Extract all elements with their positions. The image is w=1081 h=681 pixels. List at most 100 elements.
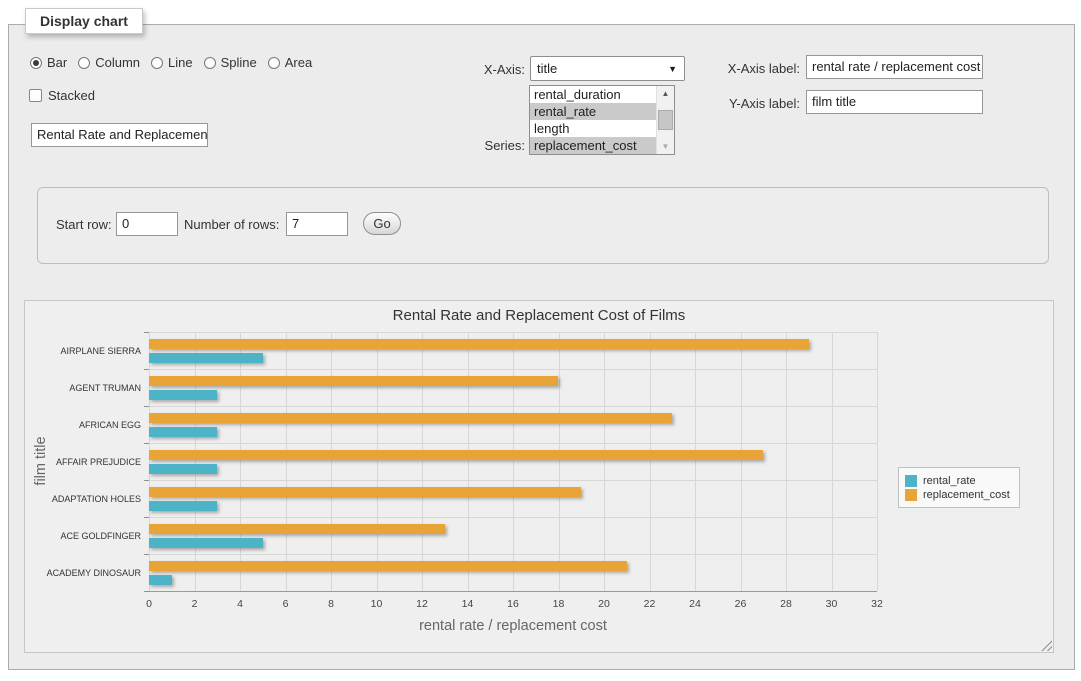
gridline-vertical [195,332,196,591]
x-tick-label: 16 [493,598,533,610]
x-tick-label: 22 [630,598,670,610]
stacked-label: Stacked [48,88,95,103]
x-tick-label: 6 [266,598,306,610]
gridline-vertical [286,332,287,591]
series-scrollbar[interactable]: ▲ ▼ [656,86,674,154]
chart-type-label: Spline [221,55,257,70]
category-label: AGENT TRUMAN [25,383,141,393]
bar-rental_rate[interactable] [149,427,217,437]
series-option-rental_duration[interactable]: rental_duration [530,86,656,103]
chart-type-option-spline[interactable]: Spline [204,55,257,70]
chart-legend: rental_rate replacement_cost [898,467,1020,508]
x-tick-label: 18 [539,598,579,610]
gridline-vertical [422,332,423,591]
bar-replacement_cost[interactable] [149,524,445,534]
x-axis-label-input[interactable]: rental rate / replacement cost [806,55,983,79]
radio-icon-bar[interactable] [30,57,42,69]
x-tick-label: 10 [357,598,397,610]
num-rows-input[interactable]: 7 [286,212,348,236]
legend-swatch-icon [905,475,917,487]
radio-icon-spline[interactable] [204,57,216,69]
start-row-input[interactable]: 0 [116,212,178,236]
y-tick-mark [144,332,149,333]
bar-replacement_cost[interactable] [149,487,581,497]
chart-type-option-bar[interactable]: Bar [30,55,67,70]
bar-rental_rate[interactable] [149,575,172,585]
chart-type-option-line[interactable]: Line [151,55,193,70]
rows-panel: Start row: 0 Number of rows: 7 Go [37,187,1049,264]
scrollbar-thumb[interactable] [658,110,673,130]
category-label: ACADEMY DINOSAUR [25,568,141,578]
gridline-horizontal [149,480,877,481]
panel-title: Display chart [25,8,143,34]
gridline-vertical [741,332,742,591]
chart-type-label: Area [285,55,312,70]
x-axis-label-label: X-Axis label: [710,61,800,76]
chart-title-input[interactable]: Rental Rate and Replacement Cost of Film… [31,123,208,147]
x-tick-label: 28 [766,598,806,610]
resize-handle-icon[interactable] [1041,640,1052,651]
y-tick-mark [144,443,149,444]
radio-icon-area[interactable] [268,57,280,69]
y-tick-mark [144,480,149,481]
scroll-down-icon[interactable]: ▼ [657,139,674,154]
category-label: ADAPTATION HOLES [25,494,141,504]
bar-rental_rate[interactable] [149,390,217,400]
legend-swatch-icon [905,489,917,501]
x-axis-select[interactable]: title ▼ [530,56,685,81]
x-tick-label: 26 [721,598,761,610]
gridline-horizontal [149,517,877,518]
category-label: AFRICAN EGG [25,420,141,430]
gridline-horizontal [149,332,877,333]
legend-item-rental_rate[interactable]: rental_rate [905,475,1010,487]
legend-label: rental_rate [923,475,976,487]
series-option-rental_rate[interactable]: rental_rate [530,103,656,120]
series-options-list: rental_durationrental_ratelengthreplacem… [530,86,656,154]
y-axis-label-input[interactable]: film title [806,90,983,114]
chart-title: Rental Rate and Replacement Cost of Film… [25,307,1053,324]
chart-type-option-area[interactable]: Area [268,55,312,70]
start-row-label: Start row: [56,217,116,232]
bar-replacement_cost[interactable] [149,561,627,571]
gridline-vertical [650,332,651,591]
stacked-checkbox[interactable] [29,89,42,102]
bar-replacement_cost[interactable] [149,413,672,423]
legend-item-replacement_cost[interactable]: replacement_cost [905,489,1010,501]
gridline-vertical [513,332,514,591]
bar-rental_rate[interactable] [149,464,217,474]
x-axis-title: rental rate / replacement cost [149,618,877,634]
bar-replacement_cost[interactable] [149,376,558,386]
bar-rental_rate[interactable] [149,501,217,511]
bar-rental_rate[interactable] [149,353,263,363]
num-rows-label: Number of rows: [184,217,284,232]
app-window: Display chart Bar Column Line Spline Area St… [0,0,1081,681]
plot-area: 02468101214161820222426283032AIRPLANE SI… [149,332,877,591]
stacked-option[interactable]: Stacked [29,88,95,103]
category-label: ACE GOLDFINGER [25,531,141,541]
gridline-vertical [468,332,469,591]
chart-type-option-column[interactable]: Column [78,55,140,70]
x-tick-label: 0 [129,598,169,610]
bar-rental_rate[interactable] [149,538,263,548]
radio-icon-column[interactable] [78,57,90,69]
bar-replacement_cost[interactable] [149,339,809,349]
series-option-length[interactable]: length [530,120,656,137]
y-axis-label-label: Y-Axis label: [710,96,800,111]
y-tick-mark [144,369,149,370]
bar-replacement_cost[interactable] [149,450,763,460]
chart-type-label: Line [168,55,193,70]
scroll-up-icon[interactable]: ▲ [657,86,674,101]
dropdown-caret-icon: ▼ [668,64,677,74]
series-multiselect[interactable]: rental_durationrental_ratelengthreplacem… [529,85,675,155]
radio-icon-line[interactable] [151,57,163,69]
gridline-vertical [604,332,605,591]
x-tick-label: 12 [402,598,442,610]
chart-type-label: Bar [47,55,67,70]
go-button[interactable]: Go [363,212,401,235]
scrollbar-track[interactable] [657,101,674,139]
series-option-replacement_cost[interactable]: replacement_cost [530,137,656,154]
y-tick-mark [144,406,149,407]
x-axis-line [149,591,877,592]
x-axis-select-label: X-Axis: [455,62,525,77]
gridline-vertical [377,332,378,591]
